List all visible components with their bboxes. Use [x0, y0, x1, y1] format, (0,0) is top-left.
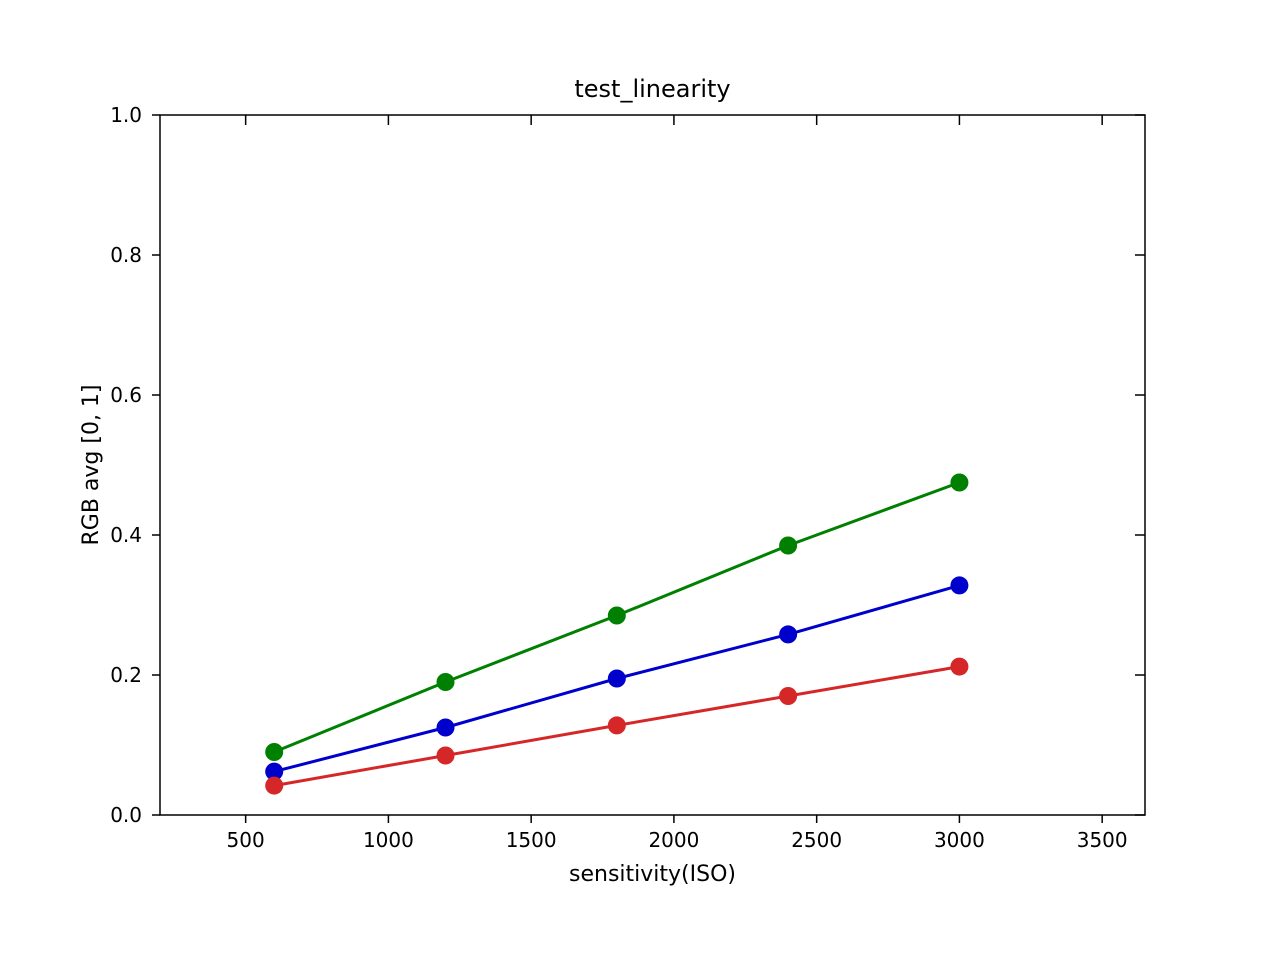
- y-tick-label: 0.2: [110, 663, 142, 687]
- x-tick-label: 3000: [934, 828, 985, 852]
- x-axis-label: sensitivity(ISO): [569, 862, 736, 887]
- y-tick-label: 1.0: [110, 103, 142, 127]
- series-marker-green: [265, 743, 283, 761]
- y-tick-label: 0.8: [110, 243, 142, 267]
- x-tick-label: 1500: [506, 828, 557, 852]
- x-tick-label: 1000: [363, 828, 414, 852]
- series-marker-red: [265, 777, 283, 795]
- x-tick-label: 2500: [791, 828, 842, 852]
- series-marker-blue: [608, 670, 626, 688]
- x-tick-label: 500: [227, 828, 265, 852]
- series-marker-red: [608, 716, 626, 734]
- x-tick-label: 2000: [648, 828, 699, 852]
- y-axis-label: RGB avg [0, 1]: [79, 384, 104, 545]
- series-marker-red: [437, 747, 455, 765]
- y-tick-label: 0.4: [110, 523, 142, 547]
- series-marker-green: [608, 607, 626, 625]
- series-marker-blue: [779, 625, 797, 643]
- x-tick-label: 3500: [1077, 828, 1128, 852]
- chart-title: test_linearity: [574, 75, 730, 103]
- series-marker-red: [779, 687, 797, 705]
- series-marker-green: [779, 537, 797, 555]
- y-tick-label: 0.6: [110, 383, 142, 407]
- series-marker-blue: [437, 719, 455, 737]
- series-marker-green: [950, 474, 968, 492]
- series-marker-green: [437, 673, 455, 691]
- series-marker-blue: [950, 576, 968, 594]
- chart-svg: 500 1000 1500 2000 2500 3000 3500 0.0 0.2 0.4 0.6 0…: [0, 0, 1270, 954]
- linearity-chart: 500 1000 1500 2000 2500 3000 3500 0.0 0.2 0.4 0.6 0…: [0, 0, 1270, 954]
- series-marker-red: [950, 658, 968, 676]
- y-tick-label: 0.0: [110, 803, 142, 827]
